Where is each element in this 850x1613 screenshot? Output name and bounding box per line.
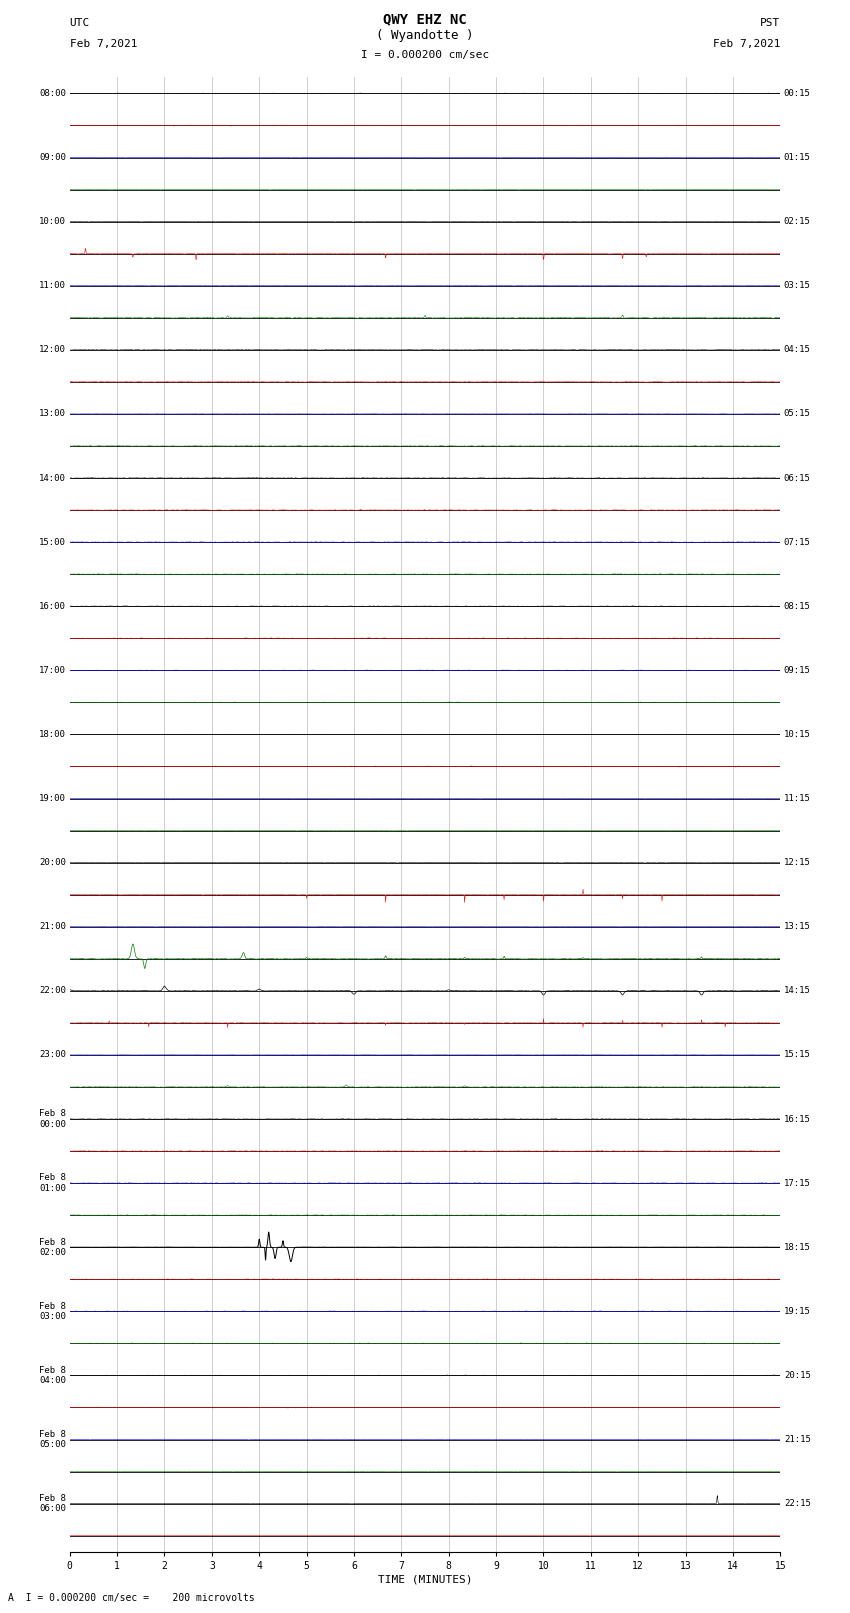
X-axis label: TIME (MINUTES): TIME (MINUTES) xyxy=(377,1574,473,1586)
Text: 21:15: 21:15 xyxy=(784,1436,811,1444)
Text: 16:00: 16:00 xyxy=(39,602,66,611)
Text: Feb 8
00:00: Feb 8 00:00 xyxy=(39,1110,66,1129)
Text: Feb 8
06:00: Feb 8 06:00 xyxy=(39,1494,66,1513)
Text: 12:00: 12:00 xyxy=(39,345,66,355)
Text: 17:15: 17:15 xyxy=(784,1179,811,1187)
Text: 13:00: 13:00 xyxy=(39,410,66,418)
Text: 19:00: 19:00 xyxy=(39,794,66,803)
Text: 22:15: 22:15 xyxy=(784,1498,811,1508)
Text: 14:15: 14:15 xyxy=(784,986,811,995)
Text: 10:00: 10:00 xyxy=(39,218,66,226)
Text: I = 0.000200 cm/sec: I = 0.000200 cm/sec xyxy=(361,50,489,60)
Text: 11:15: 11:15 xyxy=(784,794,811,803)
Text: 04:15: 04:15 xyxy=(784,345,811,355)
Text: 00:15: 00:15 xyxy=(784,89,811,98)
Text: 22:00: 22:00 xyxy=(39,986,66,995)
Text: Feb 8
03:00: Feb 8 03:00 xyxy=(39,1302,66,1321)
Text: ( Wyandotte ): ( Wyandotte ) xyxy=(377,29,473,42)
Text: 14:00: 14:00 xyxy=(39,474,66,482)
Text: PST: PST xyxy=(760,18,780,27)
Text: 18:00: 18:00 xyxy=(39,731,66,739)
Text: 08:15: 08:15 xyxy=(784,602,811,611)
Text: 20:00: 20:00 xyxy=(39,858,66,868)
Text: 12:15: 12:15 xyxy=(784,858,811,868)
Text: 15:00: 15:00 xyxy=(39,537,66,547)
Text: 13:15: 13:15 xyxy=(784,923,811,931)
Text: QWY EHZ NC: QWY EHZ NC xyxy=(383,13,467,26)
Text: 09:15: 09:15 xyxy=(784,666,811,674)
Text: Feb 8
01:00: Feb 8 01:00 xyxy=(39,1173,66,1194)
Text: Feb 8
04:00: Feb 8 04:00 xyxy=(39,1366,66,1386)
Text: Feb 8
05:00: Feb 8 05:00 xyxy=(39,1429,66,1448)
Text: 21:00: 21:00 xyxy=(39,923,66,931)
Text: 18:15: 18:15 xyxy=(784,1242,811,1252)
Text: 23:00: 23:00 xyxy=(39,1050,66,1060)
Text: 09:00: 09:00 xyxy=(39,153,66,161)
Text: 15:15: 15:15 xyxy=(784,1050,811,1060)
Text: 02:15: 02:15 xyxy=(784,218,811,226)
Text: 06:15: 06:15 xyxy=(784,474,811,482)
Text: Feb 8
02:00: Feb 8 02:00 xyxy=(39,1237,66,1257)
Text: 03:15: 03:15 xyxy=(784,281,811,290)
Text: A  I = 0.000200 cm/sec =    200 microvolts: A I = 0.000200 cm/sec = 200 microvolts xyxy=(8,1594,255,1603)
Text: 17:00: 17:00 xyxy=(39,666,66,674)
Text: 07:15: 07:15 xyxy=(784,537,811,547)
Text: 19:15: 19:15 xyxy=(784,1307,811,1316)
Text: 10:15: 10:15 xyxy=(784,731,811,739)
Text: UTC: UTC xyxy=(70,18,90,27)
Text: 01:15: 01:15 xyxy=(784,153,811,161)
Text: 20:15: 20:15 xyxy=(784,1371,811,1381)
Text: 08:00: 08:00 xyxy=(39,89,66,98)
Text: 11:00: 11:00 xyxy=(39,281,66,290)
Text: Feb 7,2021: Feb 7,2021 xyxy=(70,39,137,48)
Text: 05:15: 05:15 xyxy=(784,410,811,418)
Text: 16:15: 16:15 xyxy=(784,1115,811,1124)
Text: Feb 7,2021: Feb 7,2021 xyxy=(713,39,780,48)
